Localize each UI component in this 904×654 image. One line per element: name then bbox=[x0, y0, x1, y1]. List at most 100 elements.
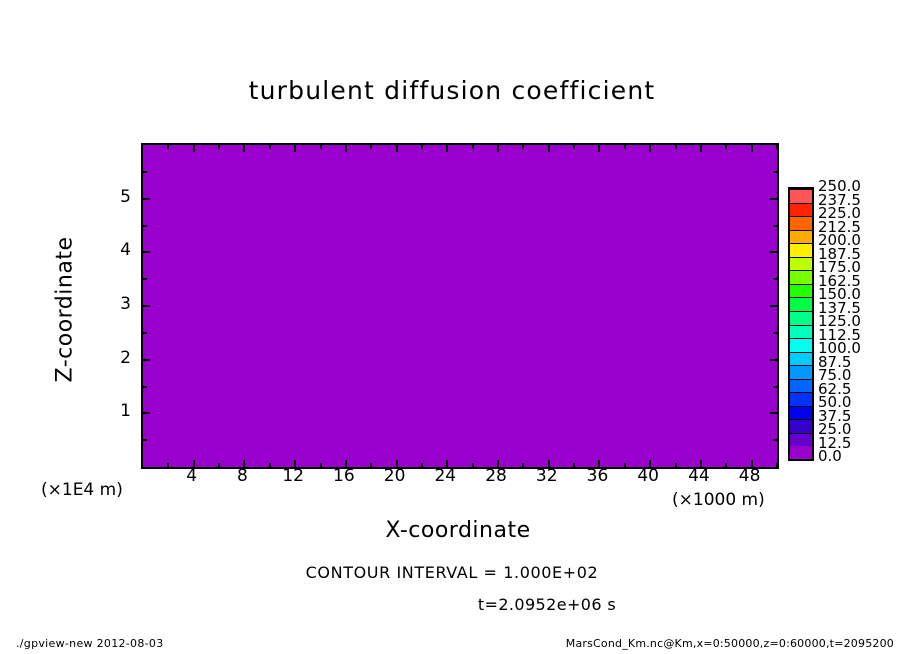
y-axis-tick bbox=[770, 197, 777, 200]
y-axis-tick-label: 3 bbox=[120, 294, 131, 314]
x-axis-minor-tick bbox=[776, 145, 777, 149]
x-axis-minor-tick bbox=[167, 463, 170, 467]
page-title: turbulent diffusion coefficient bbox=[248, 76, 656, 105]
y-axis-tick bbox=[143, 305, 150, 307]
footer-command-label: ./gpview-new 2012-08-03 bbox=[16, 637, 164, 650]
y-axis-tick bbox=[770, 358, 777, 361]
contour-interval-label: CONTOUR INTERVAL = 1.000E+02 bbox=[305, 563, 599, 582]
x-axis-minor-tick bbox=[623, 145, 626, 149]
y-axis-tick-label: 2 bbox=[120, 347, 131, 368]
colorbar-segment bbox=[790, 351, 812, 366]
x-axis-tick bbox=[598, 460, 601, 467]
colorbar-tick-label: 212.5 bbox=[818, 217, 861, 236]
x-axis-tick-label: 48 bbox=[738, 466, 761, 486]
colorbar-segment bbox=[790, 243, 812, 257]
x-axis-tick bbox=[497, 460, 500, 467]
x-axis-minor-tick bbox=[167, 145, 170, 149]
colorbar-tick-label: 125.0 bbox=[818, 312, 861, 330]
colorbar-segment bbox=[790, 419, 812, 433]
x-axis-minor-tick bbox=[218, 463, 221, 467]
colorbar-segment bbox=[790, 338, 812, 352]
colorbar-segment bbox=[790, 432, 812, 447]
x-axis-minor-tick bbox=[674, 145, 677, 149]
x-axis-tick-label: 12 bbox=[282, 466, 304, 486]
timestamp-label: t=2.0952e+06 s bbox=[477, 595, 617, 614]
colorbar-segment bbox=[790, 378, 812, 393]
colorbar-segment bbox=[790, 310, 812, 325]
colorbar-tick-label: 62.5 bbox=[818, 379, 852, 398]
y-axis-minor-tick bbox=[773, 439, 777, 442]
colorbar-tick-label: 175.0 bbox=[818, 258, 861, 276]
colorbar-tick-label: 137.5 bbox=[818, 298, 861, 317]
x-axis-tick bbox=[699, 145, 702, 152]
x-axis-minor-tick bbox=[319, 463, 322, 467]
x-axis-tick-label: 36 bbox=[586, 466, 609, 486]
y-axis-minor-tick bbox=[773, 331, 777, 334]
y-axis-tick bbox=[770, 412, 777, 415]
x-axis-tick bbox=[395, 460, 398, 467]
x-axis-minor-tick bbox=[268, 145, 271, 149]
y-axis-tick-label: 1 bbox=[120, 401, 131, 422]
x-axis-tick bbox=[294, 145, 297, 152]
x-axis-tick bbox=[192, 460, 195, 467]
x-axis-minor-tick bbox=[674, 463, 677, 467]
x-axis-minor-tick bbox=[522, 145, 525, 149]
x-axis-tick bbox=[192, 145, 195, 152]
x-axis-tick bbox=[243, 145, 246, 152]
colorbar-tick-label: 112.5 bbox=[818, 325, 861, 344]
x-axis-tick bbox=[750, 460, 753, 467]
x-axis-tick-label: 44 bbox=[688, 466, 710, 486]
x-axis-tick bbox=[750, 145, 753, 152]
y-axis-tick bbox=[143, 412, 150, 415]
x-axis-tick bbox=[699, 460, 702, 467]
colorbar-tick-label: 37.5 bbox=[818, 406, 852, 425]
x-axis-minor-tick bbox=[420, 463, 423, 467]
x-axis-minor-tick bbox=[420, 145, 423, 149]
colorbar-segment bbox=[790, 256, 812, 271]
colorbar-gradient bbox=[788, 187, 814, 461]
y-axis-minor-tick bbox=[143, 170, 147, 173]
y-axis-minor-tick bbox=[143, 224, 147, 227]
plot-area bbox=[141, 143, 779, 469]
colorbar-segment bbox=[790, 189, 812, 203]
x-axis-tick bbox=[598, 145, 601, 152]
footer-source-label: MarsCond_Km.nc@Km,x=0:50000,z=0:60000,t=… bbox=[565, 637, 894, 650]
colorbar-tick-label: 12.5 bbox=[818, 433, 852, 452]
colorbar-tick-label: 25.0 bbox=[818, 420, 852, 438]
x-axis-minor-tick bbox=[725, 463, 728, 467]
colorbar-segment bbox=[790, 270, 812, 284]
x-axis-minor-tick bbox=[218, 145, 221, 149]
x-axis-tick bbox=[243, 460, 246, 467]
x-axis-minor-tick bbox=[623, 463, 626, 467]
y-axis-tick bbox=[143, 358, 150, 361]
x-axis-tick-label: 40 bbox=[637, 466, 659, 486]
x-axis-tick bbox=[649, 145, 652, 152]
contour-field bbox=[143, 145, 777, 467]
x-axis-minor-tick bbox=[370, 463, 373, 467]
y-axis-tick bbox=[770, 305, 777, 307]
x-axis-tick-label: 28 bbox=[485, 466, 507, 486]
y-axis-minor-tick bbox=[143, 385, 147, 388]
colorbar-segment bbox=[790, 365, 812, 379]
x-axis-minor-tick bbox=[776, 463, 777, 467]
colorbar-tick-label: 162.5 bbox=[818, 271, 861, 290]
x-axis-minor-tick bbox=[573, 145, 576, 149]
y-axis-unit-label: (×1E4 m) bbox=[41, 480, 123, 500]
y-axis-minor-tick bbox=[773, 170, 777, 173]
y-axis-tick bbox=[770, 251, 777, 254]
y-axis-title: Z-coordinate bbox=[52, 236, 78, 383]
x-axis-minor-tick bbox=[725, 145, 728, 149]
colorbar-tick-label: 200.0 bbox=[818, 231, 861, 249]
x-axis-tick-label: 8 bbox=[237, 466, 248, 486]
x-axis-minor-tick bbox=[471, 145, 474, 149]
colorbar-segment bbox=[790, 202, 812, 217]
y-axis-minor-tick bbox=[773, 224, 777, 227]
y-axis-minor-tick bbox=[773, 278, 777, 281]
y-axis-tick-label: 4 bbox=[120, 240, 131, 261]
x-axis-tick bbox=[547, 145, 550, 152]
x-axis-tick-label: 20 bbox=[383, 466, 406, 486]
y-axis-tick bbox=[143, 197, 150, 200]
colorbar-segment bbox=[790, 405, 812, 420]
colorbar-tick-label: 250.0 bbox=[818, 177, 861, 195]
